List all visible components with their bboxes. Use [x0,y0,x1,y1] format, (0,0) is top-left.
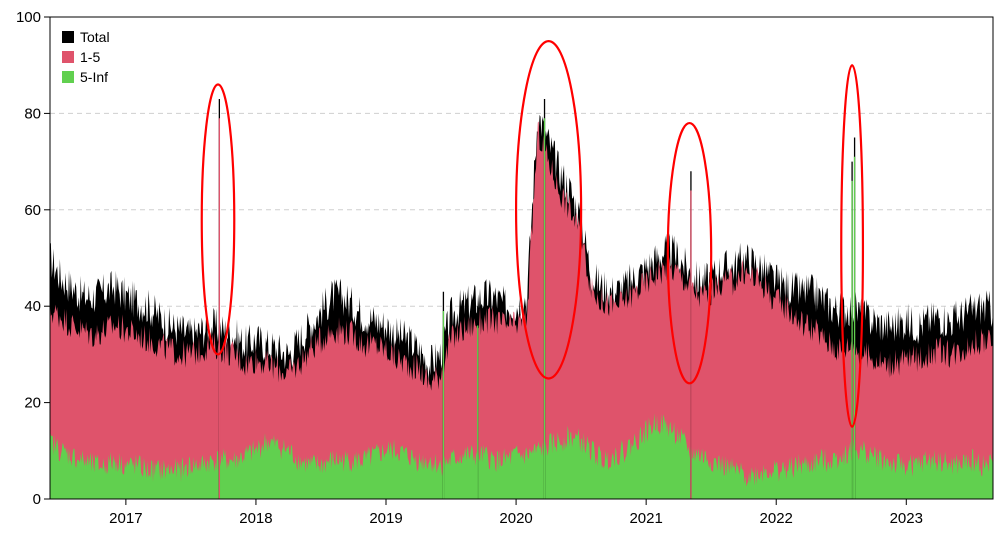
y-tick-label-20: 20 [24,395,41,412]
legend-label-5-inf: 5-Inf [80,69,108,85]
series-areas [50,114,993,500]
highlight-ellipse-4 [840,64,865,428]
plot-frame [49,16,994,500]
y-tick-label-60: 60 [24,202,41,219]
x-tick-label-2023: 2023 [890,510,923,527]
x-tick-label-2017: 2017 [109,510,142,527]
y-tick-label-40: 40 [24,298,41,315]
y-tick-label-100: 100 [16,9,41,26]
y-tick-label-0: 0 [33,491,41,508]
area-5-inf [50,413,993,499]
x-tick-label-2020: 2020 [499,510,532,527]
legend-swatch-total [62,31,74,43]
legend-label-total: Total [80,29,110,45]
annotations [200,40,865,428]
y-axis: 0 20 40 60 80 100 [16,9,50,508]
highlight-ellipse-3 [666,121,713,385]
y-tick-label-80: 80 [24,105,41,122]
legend-label-1-5: 1-5 [80,49,100,65]
legend: Total 1-5 5-Inf [62,29,110,85]
area-1-5 [50,121,993,500]
highlight-ellipse-2 [514,40,583,380]
x-tick-label-2019: 2019 [369,510,402,527]
x-tick-label-2018: 2018 [239,510,272,527]
highlight-ellipse-1 [200,83,236,356]
x-tick-label-2022: 2022 [760,510,793,527]
spikes [218,98,856,499]
legend-swatch-5-inf [62,71,74,83]
x-axis: 2017 2018 2019 2020 2021 2022 2023 [109,499,923,527]
legend-swatch-1-5 [62,51,74,63]
x-tick-label-2021: 2021 [629,510,662,527]
